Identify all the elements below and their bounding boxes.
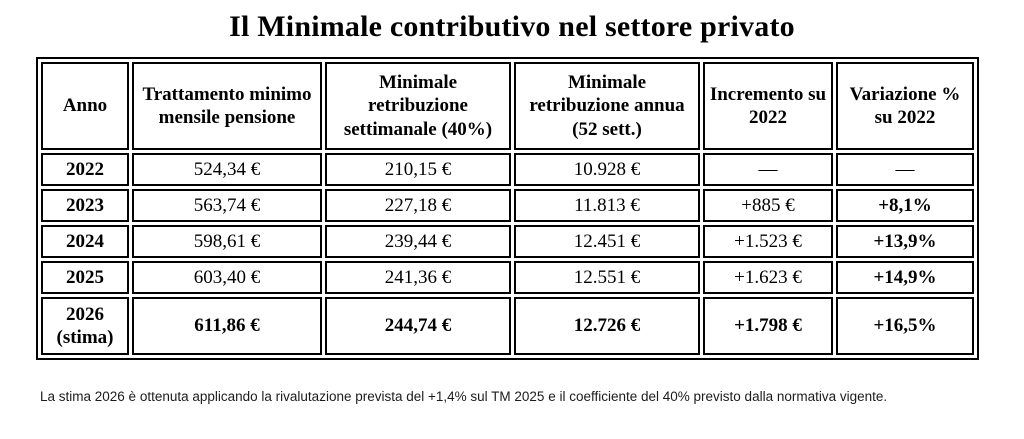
settimanale-cell: 244,74 €	[325, 297, 511, 355]
variazione-cell: +14,9%	[836, 261, 974, 294]
year-cell: 2025	[41, 261, 129, 294]
trattamento-cell: 611,86 €	[132, 297, 322, 355]
annua-cell: 12.451 €	[514, 225, 700, 258]
year-cell: 2022	[41, 153, 129, 186]
header-row: Anno Trattamento minimo mensile pensione…	[41, 62, 974, 150]
incremento-cell: +1.798 €	[703, 297, 833, 355]
incremento-cell: +885 €	[703, 189, 833, 222]
table-row-2026-stima: 2026 (stima) 611,86 € 244,74 € 12.726 € …	[41, 297, 974, 355]
col-header-variazione: Variazione % su 2022	[836, 62, 974, 150]
footnote-text: La stima 2026 è ottenuta applicando la r…	[40, 389, 888, 404]
year-cell: 2023	[41, 189, 129, 222]
settimanale-cell: 241,36 €	[325, 261, 511, 294]
col-header-anno: Anno	[41, 62, 129, 150]
variazione-cell: +8,1%	[836, 189, 974, 222]
table-row-2024: 2024 598,61 € 239,44 € 12.451 € +1.523 €…	[41, 225, 974, 258]
annua-cell: 11.813 €	[514, 189, 700, 222]
trattamento-cell: 524,34 €	[132, 153, 322, 186]
col-header-settimanale: Minimale retribuzione settimanale (40%)	[325, 62, 511, 150]
trattamento-cell: 598,61 €	[132, 225, 322, 258]
annua-cell: 12.726 €	[514, 297, 700, 355]
settimanale-cell: 239,44 €	[325, 225, 511, 258]
col-header-incremento: Incremento su 2022	[703, 62, 833, 150]
year-cell: 2026 (stima)	[41, 297, 129, 355]
table-row-2022: 2022 524,34 € 210,15 € 10.928 € — —	[41, 153, 974, 186]
trattamento-cell: 603,40 €	[132, 261, 322, 294]
page-title: Il Minimale contributivo nel settore pri…	[229, 10, 795, 43]
table-row-2023: 2023 563,74 € 227,18 € 11.813 € +885 € +…	[41, 189, 974, 222]
col-header-trattamento: Trattamento minimo mensile pensione	[132, 62, 322, 150]
minimale-contributivo-table: Anno Trattamento minimo mensile pensione…	[36, 57, 979, 360]
year-cell: 2024	[41, 225, 129, 258]
variazione-cell: —	[836, 153, 974, 186]
variazione-cell: +13,9%	[836, 225, 974, 258]
col-header-annua: Minimale retribuzione annua (52 sett.)	[514, 62, 700, 150]
trattamento-cell: 563,74 €	[132, 189, 322, 222]
table-header: Anno Trattamento minimo mensile pensione…	[41, 62, 974, 150]
annua-cell: 12.551 €	[514, 261, 700, 294]
annua-cell: 10.928 €	[514, 153, 700, 186]
incremento-cell: —	[703, 153, 833, 186]
settimanale-cell: 210,15 €	[325, 153, 511, 186]
incremento-cell: +1.523 €	[703, 225, 833, 258]
settimanale-cell: 227,18 €	[325, 189, 511, 222]
incremento-cell: +1.623 €	[703, 261, 833, 294]
table-body: 2022 524,34 € 210,15 € 10.928 € — — 2023…	[41, 153, 974, 355]
variazione-cell: +16,5%	[836, 297, 974, 355]
table-row-2025: 2025 603,40 € 241,36 € 12.551 € +1.623 €…	[41, 261, 974, 294]
